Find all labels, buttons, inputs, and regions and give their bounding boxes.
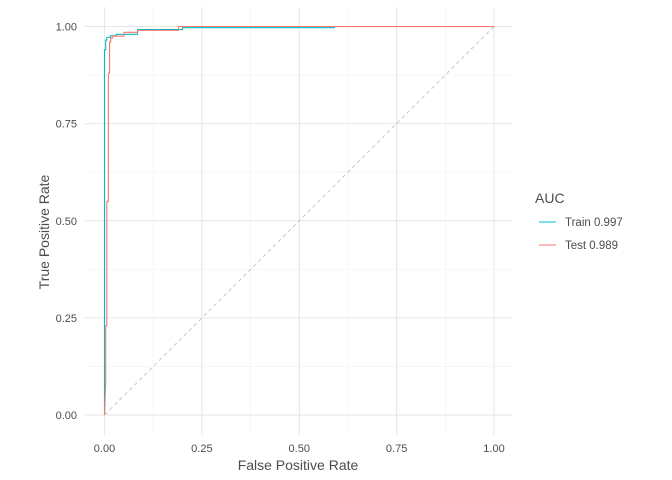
y-tick-label: 0.25	[56, 313, 77, 325]
legend-label-train: Train 0.997	[565, 217, 623, 229]
y-tick-label: 0.75	[56, 119, 77, 131]
legend-label-test: Test 0.989	[565, 240, 618, 252]
series-layer	[103, 25, 494, 416]
x-tick-label: 0.25	[191, 443, 212, 455]
y-tick-label: 0.50	[56, 216, 77, 228]
legend: AUC Train 0.997 Test 0.989	[535, 190, 623, 252]
y-axis-title: True Positive Rate	[36, 174, 52, 289]
x-tick-labels: 0.00 0.25 0.50 0.75 1.00	[94, 443, 505, 455]
x-tick-label: 0.50	[289, 443, 310, 455]
x-tick-label: 1.00	[483, 443, 504, 455]
y-tick-label: 1.00	[56, 22, 77, 34]
y-tick-labels: 0.00 0.25 0.50 0.75 1.00	[56, 22, 77, 423]
legend-title: AUC	[535, 190, 565, 206]
x-tick-label: 0.00	[94, 443, 115, 455]
x-tick-label: 0.75	[386, 443, 407, 455]
legend-items: Train 0.997 Test 0.989	[539, 217, 623, 252]
y-tick-label: 0.00	[56, 410, 77, 422]
series-line-test	[103, 25, 494, 416]
reference-diagonal-line	[104, 26, 495, 416]
x-axis-title: False Positive Rate	[238, 457, 359, 473]
reference-diagonal	[104, 26, 495, 416]
